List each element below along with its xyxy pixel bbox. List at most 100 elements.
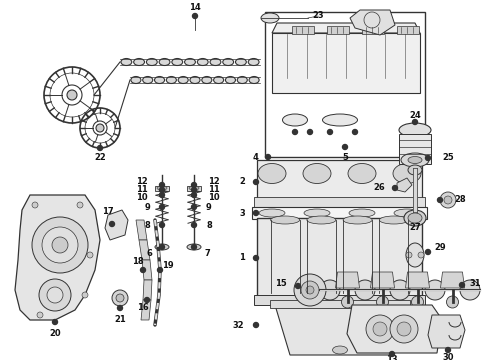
- Circle shape: [390, 280, 410, 300]
- Bar: [257, 218, 422, 303]
- Ellipse shape: [406, 243, 424, 267]
- Text: 8: 8: [144, 220, 150, 230]
- Polygon shape: [397, 178, 412, 192]
- Circle shape: [32, 202, 38, 208]
- Polygon shape: [275, 305, 405, 355]
- Ellipse shape: [131, 77, 141, 84]
- Text: 25: 25: [442, 153, 454, 162]
- Text: 11: 11: [208, 185, 220, 194]
- Text: 28: 28: [454, 195, 466, 204]
- Circle shape: [47, 287, 63, 303]
- Circle shape: [390, 351, 394, 356]
- Text: 10: 10: [136, 193, 148, 202]
- Circle shape: [266, 154, 270, 159]
- Circle shape: [160, 244, 165, 249]
- Circle shape: [160, 204, 165, 210]
- Ellipse shape: [121, 58, 132, 66]
- Ellipse shape: [157, 186, 161, 189]
- Ellipse shape: [408, 213, 422, 223]
- Polygon shape: [350, 10, 395, 35]
- Circle shape: [87, 252, 93, 258]
- Circle shape: [98, 145, 102, 150]
- Ellipse shape: [258, 163, 286, 184]
- Bar: [399, 134, 431, 164]
- Ellipse shape: [210, 58, 221, 66]
- Circle shape: [160, 222, 165, 228]
- Circle shape: [192, 204, 196, 210]
- Bar: [155, 186, 169, 191]
- Circle shape: [145, 297, 149, 302]
- Circle shape: [425, 156, 431, 161]
- Ellipse shape: [195, 186, 199, 189]
- Polygon shape: [428, 315, 465, 348]
- Bar: [257, 160, 422, 205]
- Circle shape: [253, 211, 259, 216]
- Ellipse shape: [172, 58, 183, 66]
- Polygon shape: [347, 305, 442, 353]
- Bar: [272, 33, 420, 93]
- Circle shape: [460, 280, 480, 300]
- Circle shape: [253, 180, 259, 184]
- Ellipse shape: [237, 77, 247, 84]
- Ellipse shape: [163, 186, 167, 189]
- Circle shape: [460, 283, 465, 288]
- Circle shape: [376, 296, 389, 308]
- Text: 13: 13: [386, 356, 398, 360]
- Text: 1: 1: [239, 253, 245, 262]
- Text: 14: 14: [189, 4, 201, 13]
- Circle shape: [390, 315, 418, 343]
- Polygon shape: [142, 260, 152, 280]
- Bar: [397, 26, 419, 34]
- Ellipse shape: [185, 58, 196, 66]
- Ellipse shape: [143, 77, 153, 84]
- Ellipse shape: [187, 244, 201, 250]
- Circle shape: [308, 130, 313, 135]
- Ellipse shape: [270, 216, 299, 224]
- Ellipse shape: [304, 209, 330, 217]
- Circle shape: [301, 281, 319, 299]
- Circle shape: [109, 221, 115, 226]
- Text: 9: 9: [144, 203, 150, 212]
- Circle shape: [118, 306, 122, 310]
- Ellipse shape: [348, 163, 376, 184]
- Circle shape: [343, 144, 347, 149]
- Text: 21: 21: [114, 315, 126, 324]
- Circle shape: [112, 290, 128, 306]
- Ellipse shape: [401, 153, 429, 167]
- Polygon shape: [139, 240, 150, 260]
- Text: 31: 31: [469, 279, 481, 288]
- Circle shape: [77, 202, 83, 208]
- Text: 24: 24: [409, 111, 421, 120]
- Text: 30: 30: [442, 354, 454, 360]
- Ellipse shape: [333, 346, 347, 354]
- Polygon shape: [141, 300, 151, 320]
- Bar: [270, 300, 410, 308]
- Text: 17: 17: [102, 207, 114, 216]
- Ellipse shape: [404, 210, 426, 226]
- Ellipse shape: [159, 58, 170, 66]
- Ellipse shape: [408, 165, 422, 175]
- Ellipse shape: [190, 77, 200, 84]
- Polygon shape: [336, 272, 360, 288]
- Text: 18: 18: [132, 257, 144, 266]
- Text: 20: 20: [49, 329, 61, 338]
- Bar: [187, 186, 201, 191]
- Ellipse shape: [147, 58, 157, 66]
- Polygon shape: [105, 210, 128, 240]
- Circle shape: [67, 90, 77, 100]
- Ellipse shape: [394, 209, 420, 217]
- Circle shape: [392, 185, 397, 190]
- Circle shape: [418, 252, 424, 258]
- Bar: [254, 197, 425, 207]
- Ellipse shape: [259, 209, 285, 217]
- Text: 5: 5: [342, 153, 348, 162]
- Bar: [362, 26, 384, 34]
- Circle shape: [425, 280, 445, 300]
- Text: 10: 10: [208, 193, 220, 202]
- Circle shape: [406, 252, 412, 258]
- Circle shape: [141, 267, 146, 273]
- Text: 12: 12: [136, 177, 148, 186]
- Circle shape: [306, 286, 314, 294]
- Ellipse shape: [155, 244, 169, 250]
- Circle shape: [445, 347, 450, 352]
